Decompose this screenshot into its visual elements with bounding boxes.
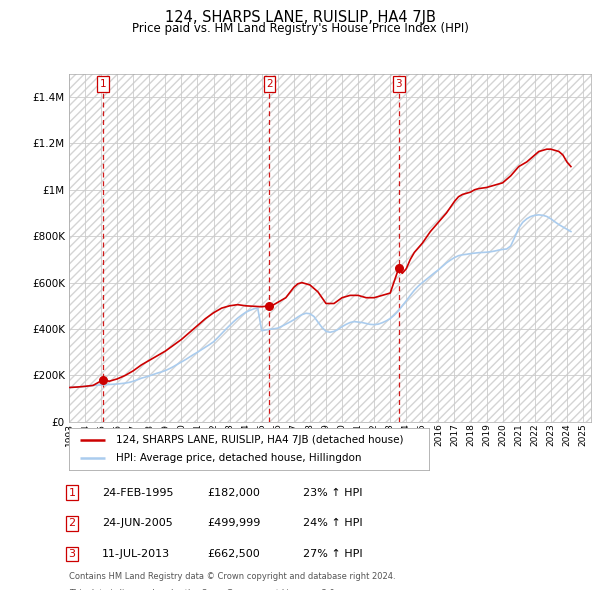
Text: 124, SHARPS LANE, RUISLIP, HA4 7JB (detached house): 124, SHARPS LANE, RUISLIP, HA4 7JB (deta… — [116, 435, 403, 445]
Text: 24-JUN-2005: 24-JUN-2005 — [102, 519, 173, 528]
Text: £499,999: £499,999 — [207, 519, 260, 528]
Text: 124, SHARPS LANE, RUISLIP, HA4 7JB: 124, SHARPS LANE, RUISLIP, HA4 7JB — [164, 10, 436, 25]
Text: 24% ↑ HPI: 24% ↑ HPI — [303, 519, 362, 528]
Text: 23% ↑ HPI: 23% ↑ HPI — [303, 488, 362, 497]
Text: £662,500: £662,500 — [207, 549, 260, 559]
Text: £182,000: £182,000 — [207, 488, 260, 497]
Text: 1: 1 — [100, 79, 107, 89]
Text: Contains HM Land Registry data © Crown copyright and database right 2024.: Contains HM Land Registry data © Crown c… — [69, 572, 395, 581]
Text: 2: 2 — [266, 79, 273, 89]
Text: 11-JUL-2013: 11-JUL-2013 — [102, 549, 170, 559]
Text: Price paid vs. HM Land Registry's House Price Index (HPI): Price paid vs. HM Land Registry's House … — [131, 22, 469, 35]
Text: 3: 3 — [395, 79, 402, 89]
Text: 24-FEB-1995: 24-FEB-1995 — [102, 488, 173, 497]
Text: This data is licensed under the Open Government Licence v3.0.: This data is licensed under the Open Gov… — [69, 589, 337, 590]
Text: HPI: Average price, detached house, Hillingdon: HPI: Average price, detached house, Hill… — [116, 453, 361, 463]
Text: 27% ↑ HPI: 27% ↑ HPI — [303, 549, 362, 559]
Text: 3: 3 — [68, 549, 76, 559]
Text: 1: 1 — [68, 488, 76, 497]
Text: 2: 2 — [68, 519, 76, 528]
